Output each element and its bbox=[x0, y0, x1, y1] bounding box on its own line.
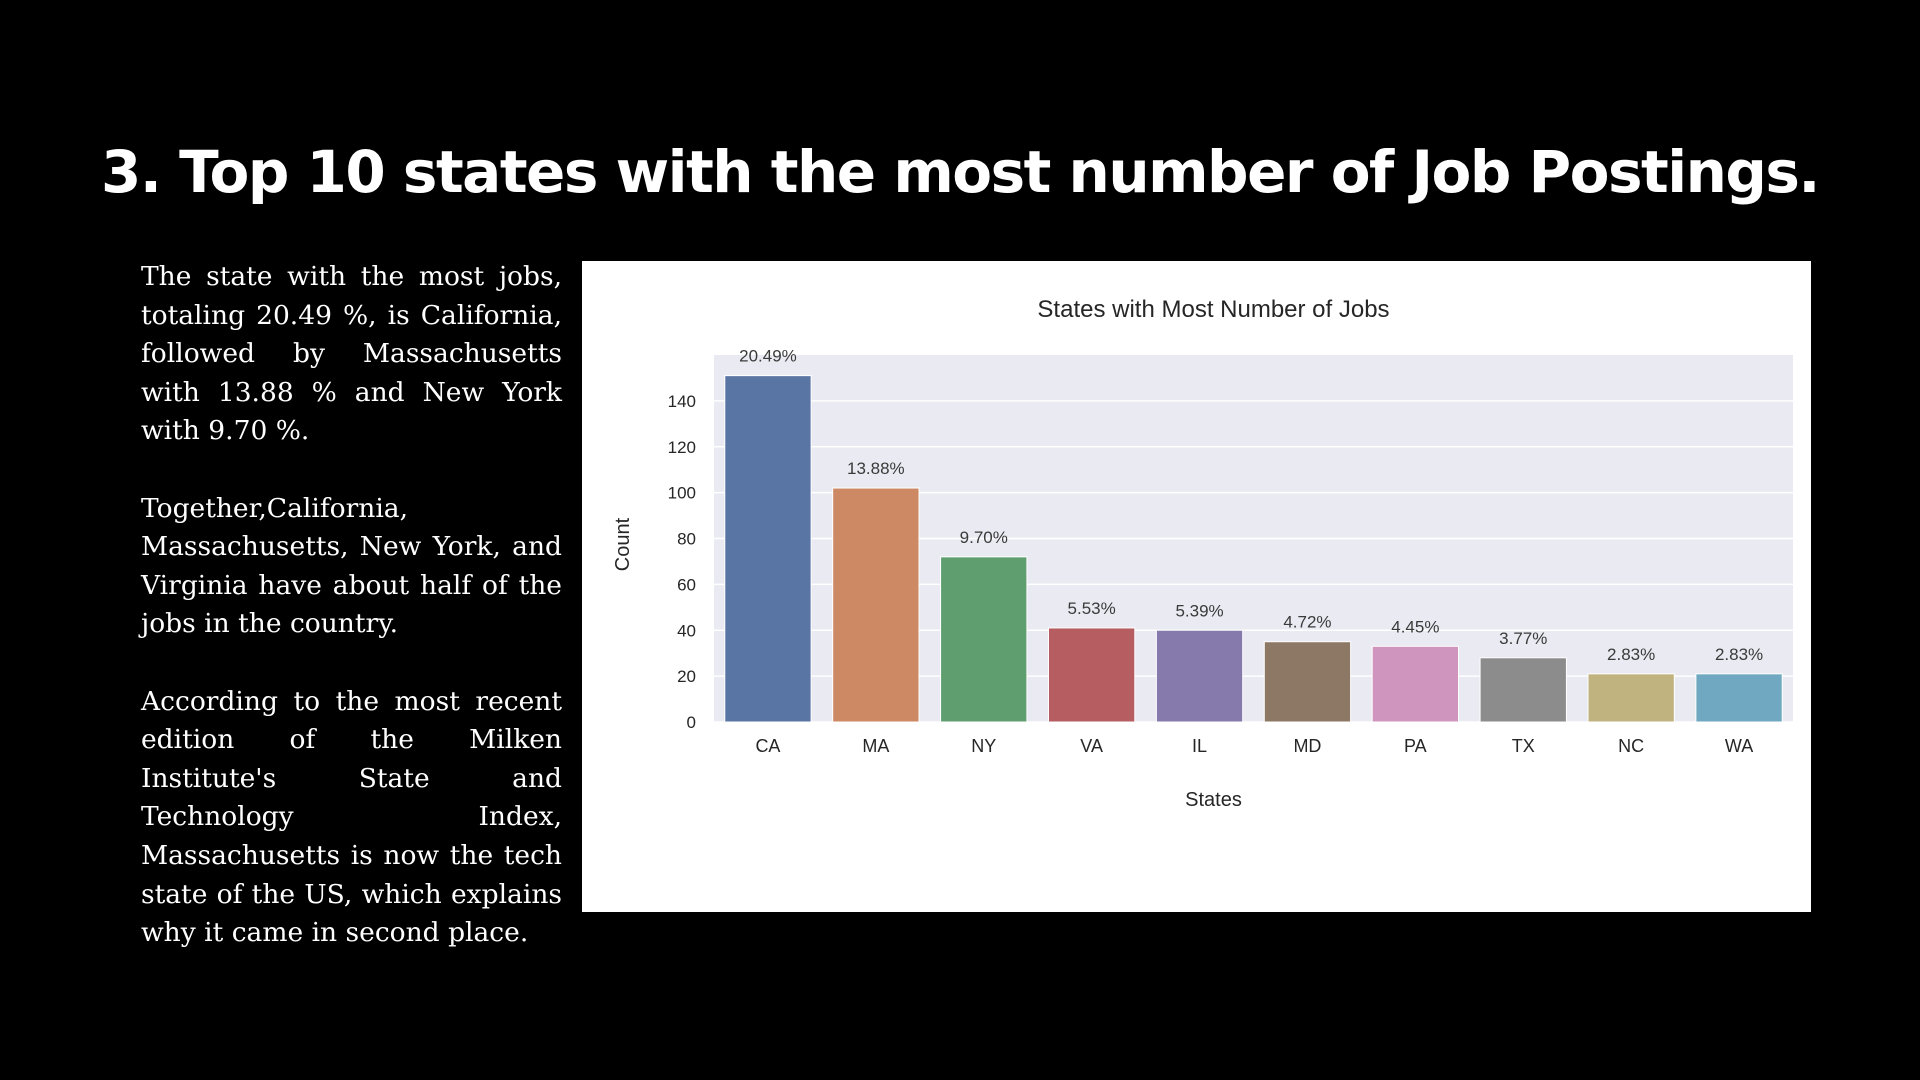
data-label: 2.83% bbox=[1607, 645, 1655, 664]
bar-ma bbox=[832, 487, 920, 723]
bar-wa bbox=[1695, 673, 1783, 723]
data-label: 4.72% bbox=[1283, 613, 1331, 632]
chart-panel: 20.49% 13.88% 9.70% 5.53% 5.39% 4.72% 4.45% 3.7… bbox=[582, 261, 1811, 912]
y-tick-label: 100 bbox=[668, 484, 696, 503]
x-axis-ticks: CA MA NY VA IL MD PA TX NC WA bbox=[755, 736, 1753, 756]
data-labels: 20.49% 13.88% 9.70% 5.53% 5.39% 4.72% 4.45% 3.7… bbox=[739, 347, 1763, 664]
x-tick-label: NC bbox=[1618, 736, 1644, 756]
x-tick-label: WA bbox=[1725, 736, 1753, 756]
paragraph-1: The state with the most jobs, totaling 2… bbox=[141, 261, 562, 447]
y-axis-ticks: 0 20 40 60 80 100 120 140 bbox=[668, 392, 696, 732]
y-axis-label: Count bbox=[612, 517, 634, 571]
data-label: 20.49% bbox=[739, 347, 797, 366]
bar-ca bbox=[724, 375, 812, 723]
body-text: The state with the most jobs, totaling 2… bbox=[141, 258, 562, 953]
data-label: 2.83% bbox=[1715, 645, 1763, 664]
data-label: 3.77% bbox=[1499, 629, 1547, 648]
bar-ny bbox=[940, 556, 1028, 723]
bar-nc bbox=[1587, 673, 1675, 723]
x-axis-label: States bbox=[1185, 789, 1242, 811]
y-tick-label: 40 bbox=[677, 621, 696, 640]
bar-pa bbox=[1371, 645, 1460, 723]
y-tick-label: 20 bbox=[677, 667, 696, 686]
data-label: 4.45% bbox=[1391, 617, 1439, 636]
x-tick-label: PA bbox=[1404, 736, 1427, 756]
bar-il bbox=[1155, 629, 1244, 723]
y-tick-label: 140 bbox=[668, 392, 696, 411]
y-tick-label: 80 bbox=[677, 530, 696, 549]
data-label: 9.70% bbox=[960, 528, 1008, 547]
bars bbox=[724, 375, 1783, 723]
x-tick-label: MD bbox=[1293, 736, 1321, 756]
bar-chart: 20.49% 13.88% 9.70% 5.53% 5.39% 4.72% 4.45% 3.7… bbox=[612, 296, 1793, 811]
x-tick-label: TX bbox=[1512, 736, 1535, 756]
chart-title: States with Most Number of Jobs bbox=[1037, 296, 1389, 323]
slide-title: 3. Top 10 states with the most number of… bbox=[101, 138, 1820, 206]
x-tick-label: VA bbox=[1080, 736, 1103, 756]
x-tick-label: IL bbox=[1192, 736, 1207, 756]
bar-md bbox=[1263, 641, 1352, 723]
x-tick-label: MA bbox=[862, 736, 889, 756]
paragraph-2: Together,California, Massachusetts, New … bbox=[141, 492, 562, 640]
data-label: 5.39% bbox=[1175, 601, 1223, 620]
y-tick-label: 120 bbox=[668, 438, 696, 457]
y-tick-label: 60 bbox=[677, 575, 696, 594]
paragraph-3: According to the most recent edition of … bbox=[141, 685, 562, 949]
x-tick-label: NY bbox=[971, 736, 996, 756]
data-label: 5.53% bbox=[1068, 599, 1116, 618]
y-tick-label: 0 bbox=[687, 713, 696, 732]
bar-va bbox=[1047, 627, 1136, 723]
bar-tx bbox=[1479, 657, 1567, 723]
data-label: 13.88% bbox=[847, 459, 905, 478]
x-tick-label: CA bbox=[755, 736, 780, 756]
